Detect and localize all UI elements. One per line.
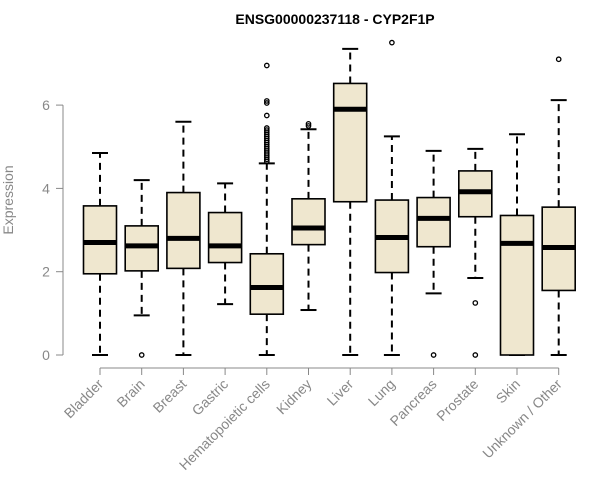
outlier-point: [263, 125, 270, 131]
x-tick-label: Bladder: [61, 376, 107, 422]
box-gastric: [207, 182, 243, 306]
box-iqr: [82, 205, 118, 275]
box-pancreas: [416, 149, 451, 358]
outlier-point: [472, 352, 479, 358]
y-tick-label: 4: [42, 180, 50, 196]
box-iqr: [499, 214, 535, 356]
outlier-point: [263, 98, 270, 104]
x-tick-label: Brain: [113, 376, 147, 410]
box-liver: [332, 47, 368, 356]
outlier-point: [430, 352, 437, 358]
box-iqr: [166, 191, 201, 270]
y-tick-label: 6: [42, 97, 50, 113]
x-tick-label: Prostate: [433, 376, 481, 424]
outlier-point: [138, 352, 145, 358]
y-tick-label: 0: [42, 347, 50, 363]
box-series: [82, 39, 577, 358]
x-tick-label: Liver: [324, 376, 357, 409]
outlier-point: [263, 112, 270, 119]
box-breast: [166, 120, 201, 356]
box-skin: [499, 133, 535, 356]
x-tick-label: Lung: [365, 376, 398, 409]
outlier-point: [263, 127, 270, 133]
x-tick-label: Breast: [150, 376, 190, 416]
y-axis: 0 2 4 6: [42, 97, 64, 363]
y-axis-label: Expression: [0, 165, 16, 234]
outlier-point: [305, 123, 312, 129]
box-iqr: [332, 82, 368, 203]
x-tick-label: Kidney: [273, 376, 315, 418]
y-tick-label: 2: [42, 264, 50, 280]
box-kidney: [291, 120, 326, 312]
outlier-point: [555, 56, 562, 63]
x-tick-label: Unknown / Other: [479, 376, 565, 462]
outlier-point: [472, 300, 479, 306]
box-bladder: [82, 151, 118, 356]
chart-title: ENSG00000237118 - CYP2F1P: [235, 11, 434, 27]
box-lung: [374, 39, 410, 356]
box-iqr: [416, 196, 451, 248]
outlier-point: [263, 100, 270, 106]
outlier-point: [263, 62, 270, 69]
outlier-point: [305, 120, 312, 127]
box-brain: [124, 179, 159, 358]
box-iqr: [249, 252, 285, 315]
box-unknown-other: [541, 56, 577, 356]
x-tick-label: Skin: [493, 376, 524, 407]
box-iqr: [291, 198, 326, 246]
outlier-point: [389, 39, 395, 46]
box-iqr: [207, 211, 243, 264]
box-prostate: [457, 147, 493, 358]
box-hematopoietic-cells: [249, 62, 285, 356]
